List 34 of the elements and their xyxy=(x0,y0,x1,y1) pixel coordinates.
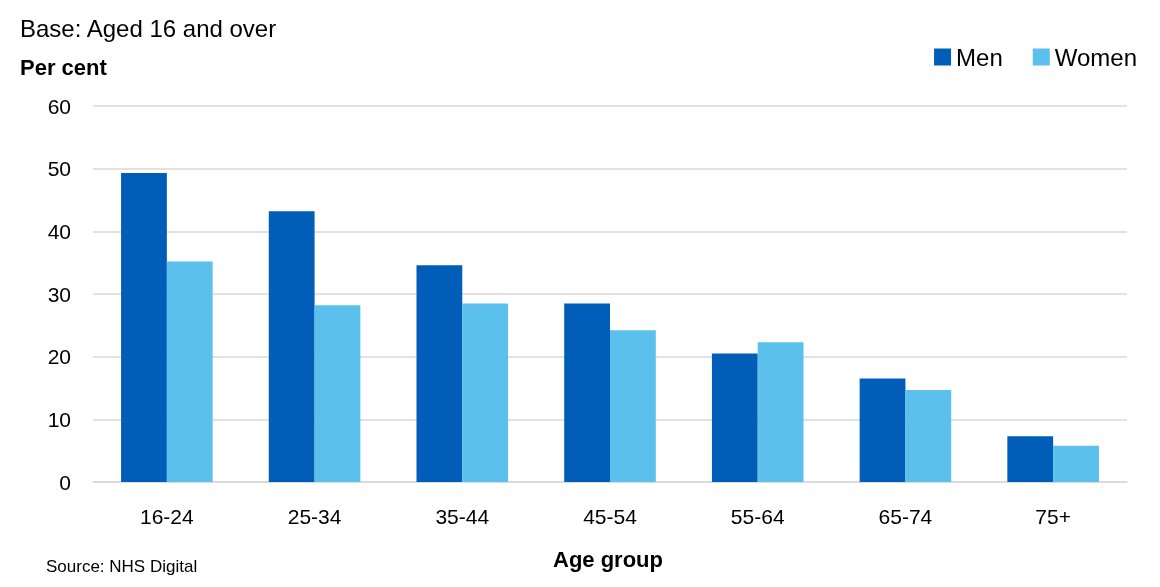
source-note: Source: NHS Digital xyxy=(46,557,198,576)
y-tick-label: 60 xyxy=(47,94,71,118)
y-tick-label: 50 xyxy=(47,157,71,181)
x-tick-label: 16-24 xyxy=(140,505,195,528)
bar xyxy=(905,389,952,482)
bar xyxy=(416,265,463,482)
x-tick-label: 45-54 xyxy=(583,505,638,528)
bar xyxy=(610,330,656,482)
bar xyxy=(711,353,758,482)
legend-label: Men xyxy=(956,43,1003,71)
bar xyxy=(757,342,804,482)
x-tick-label: 55-64 xyxy=(730,505,785,528)
bar xyxy=(564,303,610,482)
y-axis-title: Per cent xyxy=(20,54,108,80)
y-tick-label: 10 xyxy=(47,407,71,431)
y-tick-label: 30 xyxy=(47,282,71,306)
legend-label: Women xyxy=(1054,43,1138,71)
bar xyxy=(1007,436,1054,482)
bar xyxy=(462,303,509,482)
y-tick-label: 40 xyxy=(47,219,71,243)
bar xyxy=(268,211,315,482)
x-tick-label: 75+ xyxy=(1035,505,1071,528)
bar xyxy=(314,305,361,482)
bar xyxy=(1053,445,1099,482)
y-tick-label: 0 xyxy=(59,470,71,494)
bar xyxy=(859,378,906,482)
bar xyxy=(166,261,213,482)
x-tick-label: 35-44 xyxy=(435,505,490,528)
x-tick-label: 65-74 xyxy=(878,505,933,528)
x-axis-title: Age group xyxy=(553,546,663,572)
x-tick-label: 25-34 xyxy=(287,505,342,528)
y-tick-label: 20 xyxy=(47,345,71,369)
bar xyxy=(121,173,167,482)
chart-title: Base: Aged 16 and over xyxy=(20,14,277,42)
